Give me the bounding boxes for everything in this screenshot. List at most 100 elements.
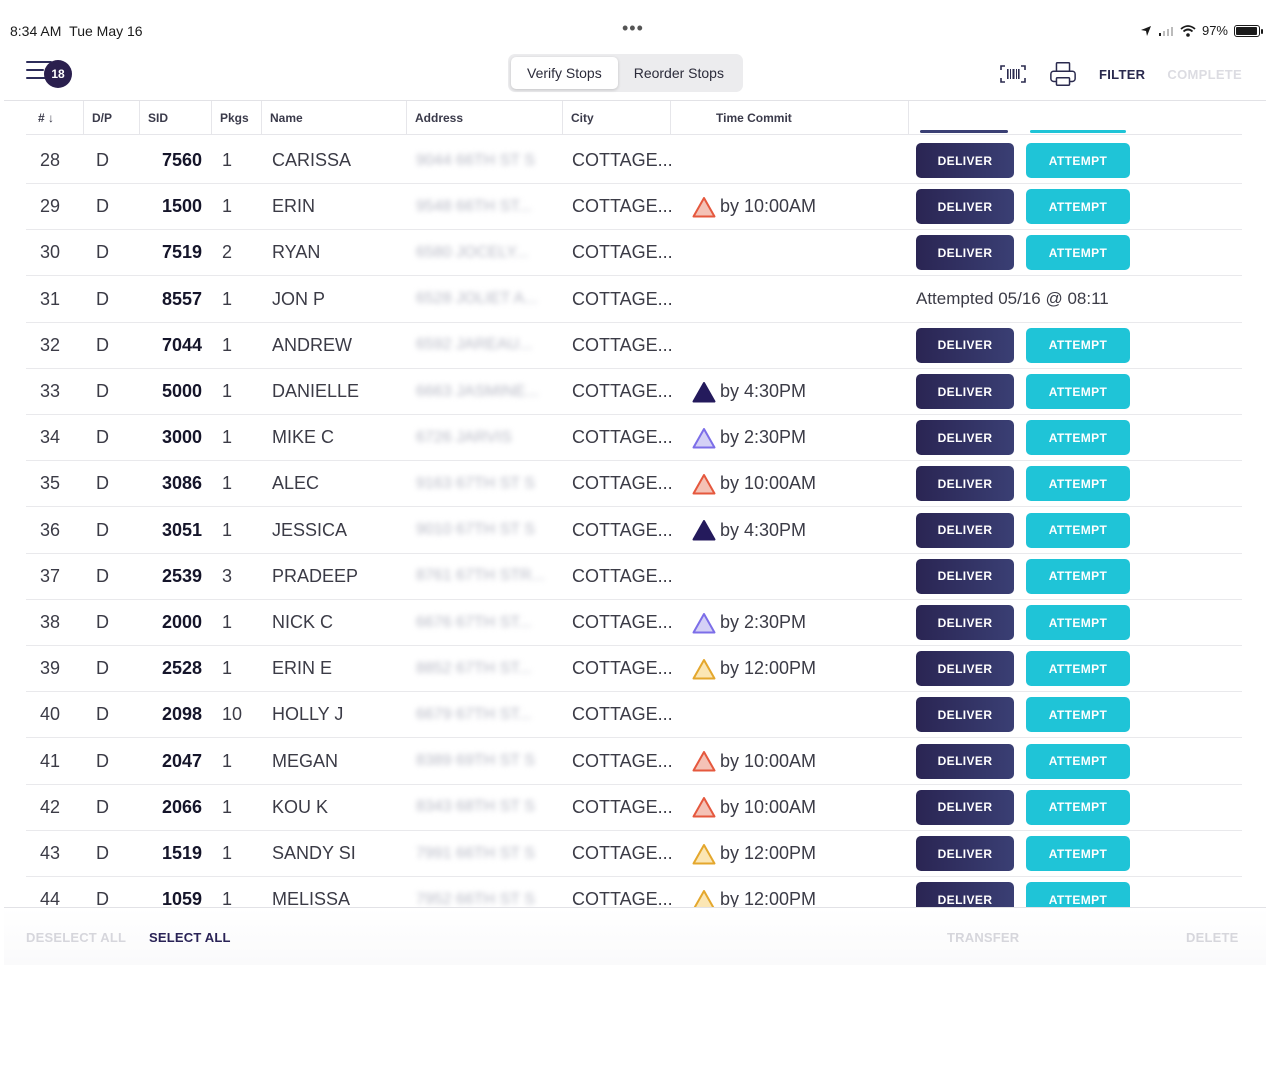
attempt-button[interactable]: ATTEMPT [1026, 743, 1130, 779]
hamburger-icon [26, 61, 52, 85]
table-row[interactable]: 40 D 2098 10 HOLLY J 6679 67TH ST... COTTAGE..… [26, 692, 1242, 739]
col-header-pkgs[interactable]: Pkgs [212, 101, 262, 134]
row-name: JON P [272, 288, 326, 309]
select-all-button[interactable]: SELECT ALL [149, 930, 231, 945]
row-pkgs: 1 [222, 658, 233, 679]
table-row[interactable]: 31 D 8557 1 JON P 6528 JOLIET A... COTTAGE... A… [26, 277, 1242, 323]
row-sid: 1519 [162, 843, 203, 863]
row-sid: 3000 [162, 427, 203, 448]
transfer-button[interactable]: TRANSFER [947, 930, 1020, 945]
col-header-sid[interactable]: SID [140, 101, 212, 134]
row-pkgs: 1 [222, 889, 233, 908]
deliver-button[interactable]: DELIVER [916, 189, 1014, 225]
table-row[interactable]: 36 D 3051 1 JESSICA 9010 67TH ST S COTTAGE... b… [26, 508, 1242, 554]
table-row[interactable]: 38 D 2000 1 NICK C 6676 67TH ST... COTTAGE... b… [26, 600, 1242, 646]
attempt-button[interactable]: ATTEMPT [1026, 327, 1130, 363]
complete-button[interactable]: COMPLETE [1167, 66, 1242, 82]
col-header-dp[interactable]: D/P [84, 101, 140, 134]
table-row[interactable]: 43 D 1519 1 SANDY SI 7991 66TH ST S COTTAGE...… [26, 831, 1242, 877]
table-row[interactable]: 37 D 2539 3 PRADEEP 8761 67TH STR... COTTAGE..… [26, 554, 1242, 600]
row-address: 6726 JARVIS [416, 428, 512, 446]
deliver-button[interactable]: DELIVER [916, 374, 1014, 409]
table-row[interactable]: 41 D 2047 1 MEGAN 8389 69TH ST S COTTAGE... by … [26, 739, 1242, 785]
attempt-button[interactable]: ATTEMPT [1026, 235, 1130, 271]
deliver-button[interactable]: DELIVER [916, 143, 1014, 178]
row-dp: D [96, 473, 109, 494]
table-row[interactable]: 39 D 2528 1 ERIN E 8852 67TH ST... COTTAGE... b… [26, 646, 1242, 693]
table-row[interactable]: 32 D 7044 1 ANDREW 6592 JAREAU... COTTAGE... DE… [26, 323, 1242, 369]
table-row[interactable]: 30 D 7519 2 RYAN 6580 JOCELY... COTTAGE... DELI… [26, 230, 1242, 277]
table-row[interactable]: 35 D 3086 1 ALEC 9163 67TH ST S COTTAGE... by 1… [26, 461, 1242, 508]
deliver-button[interactable]: DELIVER [916, 836, 1014, 871]
time-commit-label: by 12:00PM [720, 658, 817, 679]
row-sid: 3051 [162, 519, 203, 540]
row-pkgs: 3 [222, 565, 233, 586]
col-header-address[interactable]: Address [407, 101, 563, 134]
attempt-button[interactable]: ATTEMPT [1026, 512, 1130, 548]
deliver-button[interactable]: DELIVER [916, 743, 1014, 779]
row-pkgs: 1 [222, 473, 233, 494]
table-row[interactable]: 34 D 3000 1 MIKE C 6726 JARVIS COTTAGE... by 2:… [26, 415, 1242, 462]
attempt-button[interactable]: ATTEMPT [1026, 420, 1130, 456]
printer-icon[interactable] [1049, 61, 1077, 87]
toolbar-divider [4, 100, 1266, 101]
tab-reorder-stops[interactable]: Reorder Stops [633, 65, 724, 81]
deliver-button[interactable]: DELIVER [916, 789, 1014, 825]
time-commit-triangle-icon [692, 473, 716, 495]
col-header-time-commit[interactable]: Time Commit [671, 101, 909, 134]
deliver-button[interactable]: DELIVER [916, 420, 1014, 456]
attempt-button[interactable]: ATTEMPT [1026, 143, 1130, 178]
attempt-button[interactable]: ATTEMPT [1026, 466, 1130, 502]
deliver-button[interactable]: DELIVER [916, 558, 1014, 594]
multitask-dots[interactable]: ••• [622, 18, 644, 38]
attempt-button[interactable]: ATTEMPT [1026, 605, 1130, 640]
table-row[interactable]: 33 D 5000 1 DANIELLE 6663 JASMINE... COTTAGE..… [26, 369, 1242, 415]
deliver-button[interactable]: DELIVER [916, 235, 1014, 271]
deliver-button[interactable]: DELIVER [916, 466, 1014, 502]
table-row[interactable]: 44 D 1059 1 MELISSA 7952 66TH ST S COTTAGE... b… [26, 877, 1242, 908]
row-number: 44 [40, 889, 61, 908]
menu-button[interactable]: 18 [26, 58, 80, 90]
attempt-button[interactable]: ATTEMPT [1026, 558, 1130, 594]
delete-button[interactable]: DELETE [1186, 930, 1239, 945]
attempt-button[interactable]: ATTEMPT [1026, 189, 1130, 225]
deliver-button[interactable]: DELIVER [916, 882, 1014, 908]
row-dp: D [96, 427, 109, 448]
row-dp: D [96, 565, 109, 586]
row-pkgs: 1 [222, 612, 233, 632]
col-header-city[interactable]: City [563, 101, 671, 134]
deliver-button[interactable]: DELIVER [916, 512, 1014, 548]
row-sid: 1500 [162, 196, 203, 217]
row-sid: 7519 [162, 242, 203, 263]
attempt-button[interactable]: ATTEMPT [1026, 882, 1130, 908]
table-row[interactable]: 42 D 2066 1 KOU K 8343 68TH ST S COTTAGE... by … [26, 785, 1242, 831]
attempt-button[interactable]: ATTEMPT [1026, 651, 1130, 687]
tab-verify-stops[interactable]: Verify Stops [511, 57, 618, 89]
row-actions: DELIVER ATTEMPT [916, 184, 1130, 229]
attempt-button[interactable]: ATTEMPT [1026, 697, 1130, 733]
row-number: 38 [40, 612, 61, 632]
deliver-button[interactable]: DELIVER [916, 651, 1014, 687]
row-city: COTTAGE... [572, 843, 673, 863]
row-actions: DELIVER ATTEMPT [916, 323, 1130, 368]
col-header-number[interactable]: # ↓ [26, 101, 84, 134]
filter-button[interactable]: FILTER [1099, 66, 1146, 82]
row-pkgs: 1 [222, 381, 233, 401]
deselect-all-button[interactable]: DESELECT ALL [26, 930, 127, 945]
date: Tue May 16 [69, 23, 143, 39]
deliver-button[interactable]: DELIVER [916, 605, 1014, 640]
col-header-name[interactable]: Name [262, 101, 407, 134]
row-name: RYAN [272, 242, 321, 263]
table-row[interactable]: 28 D 7560 1 CARISSA 9044 66TH ST S COTTAGE... D… [26, 138, 1242, 184]
row-number: 37 [40, 565, 61, 586]
deliver-button[interactable]: DELIVER [916, 697, 1014, 733]
attempt-button[interactable]: ATTEMPT [1026, 374, 1130, 409]
attempt-button[interactable]: ATTEMPT [1026, 789, 1130, 825]
table-row[interactable]: 29 D 1500 1 ERIN 9548 66TH ST... COTTAGE... by … [26, 184, 1242, 231]
footer-bar: DESELECT ALL SELECT ALL TRANSFER DELETE [4, 907, 1266, 965]
attempt-button[interactable]: ATTEMPT [1026, 836, 1130, 871]
barcode-scan-icon[interactable] [999, 61, 1027, 87]
row-actions: DELIVER ATTEMPT [916, 230, 1130, 275]
deliver-button[interactable]: DELIVER [916, 327, 1014, 363]
time-commit-triangle-icon [692, 196, 716, 218]
